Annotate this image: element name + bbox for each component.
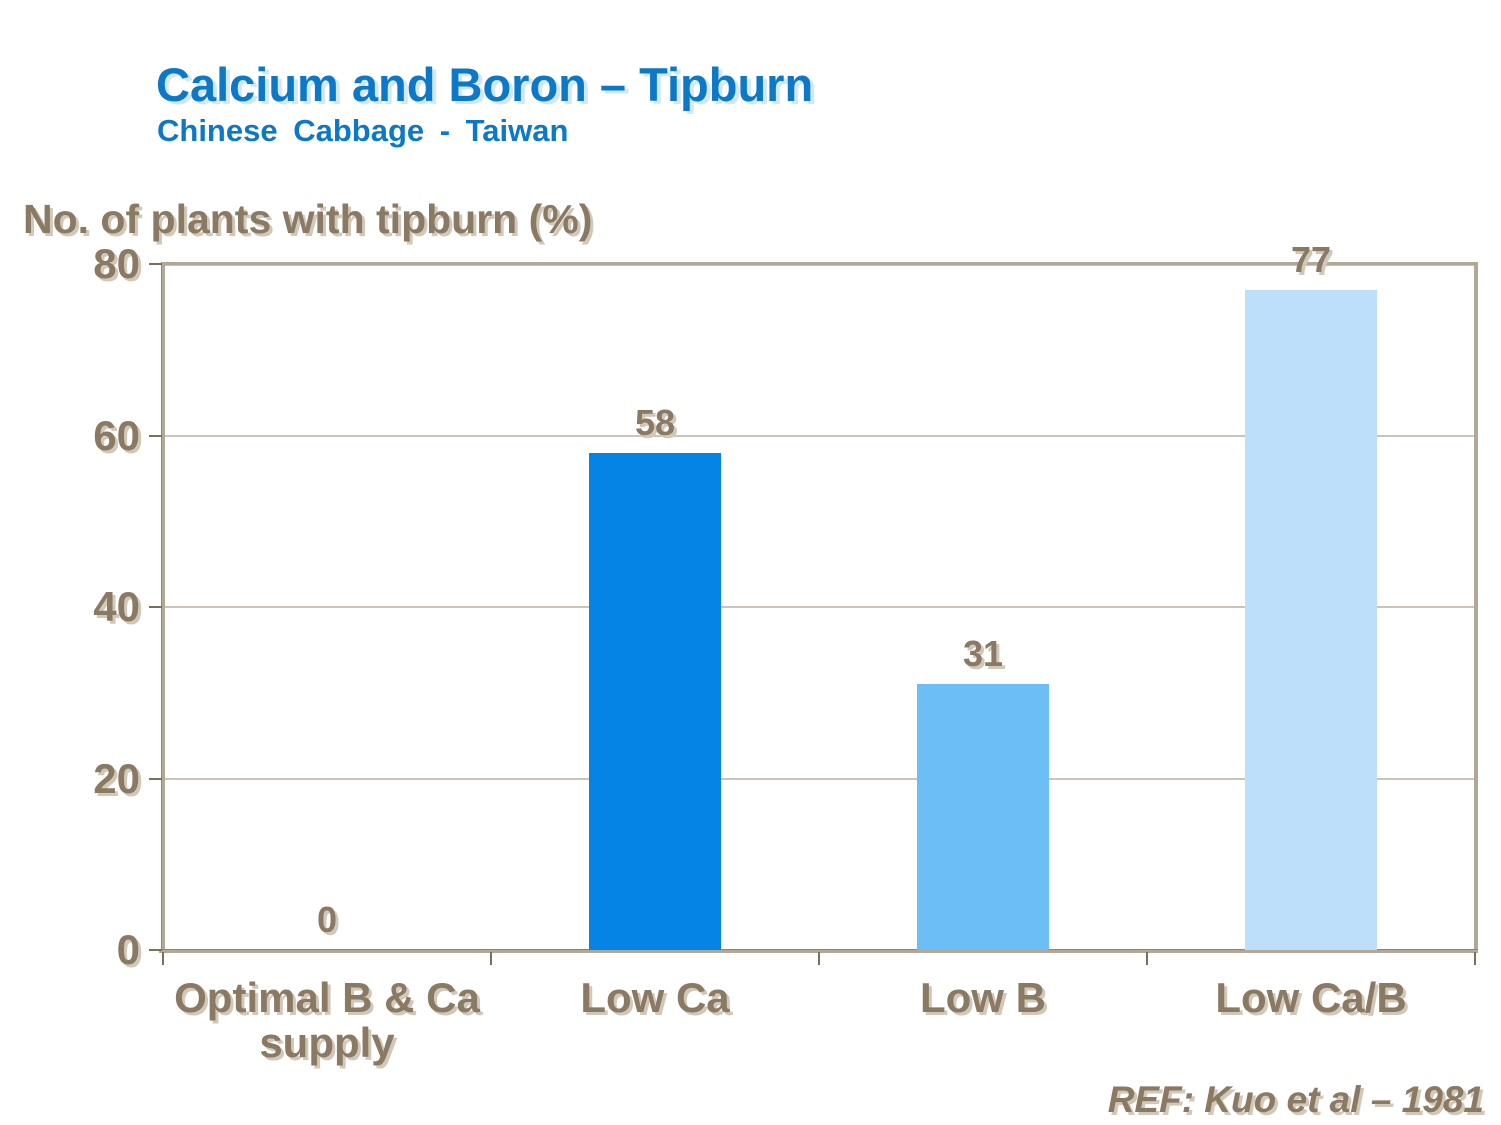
gridline-40 bbox=[163, 606, 1475, 608]
y-tick-mark-60 bbox=[149, 434, 162, 437]
category-label-3: Low B bbox=[920, 974, 1046, 1021]
slide-title: Calcium and Boron – Tipburn bbox=[156, 58, 814, 111]
bar-2 bbox=[589, 452, 721, 950]
category-label-1: Optimal B & Ca supply bbox=[174, 974, 480, 1066]
bar-value-label-3: 31 bbox=[962, 633, 1004, 675]
x-axis-line bbox=[159, 949, 1478, 953]
plot-frame-top bbox=[161, 262, 1478, 265]
y-tick-mark-0 bbox=[149, 949, 162, 951]
y-axis-title: No. of plants with tipburn (%) bbox=[23, 196, 593, 242]
x-tick-mark-2 bbox=[818, 952, 820, 965]
category-label-2: Low Ca bbox=[580, 974, 730, 1021]
gridline-20 bbox=[163, 777, 1475, 780]
x-tick-mark-0 bbox=[162, 952, 164, 965]
bar-value-label-2: 58 bbox=[634, 401, 676, 443]
y-tick-label-80: 80 bbox=[93, 240, 140, 287]
y-tick-mark-40 bbox=[149, 606, 162, 608]
y-tick-mark-80 bbox=[149, 263, 162, 265]
y-tick-label-40: 40 bbox=[93, 583, 140, 630]
slide-subtitle: Chinese Cabbage - Taiwan bbox=[157, 113, 569, 148]
reference-note: REF: Kuo et al – 1981 bbox=[1107, 1079, 1484, 1120]
bar-value-label-4: 77 bbox=[1290, 238, 1332, 280]
y-tick-label-20: 20 bbox=[93, 754, 140, 802]
bar-3 bbox=[917, 684, 1049, 950]
x-tick-mark-3 bbox=[1146, 952, 1148, 965]
y-tick-label-60: 60 bbox=[93, 411, 140, 459]
bar-value-label-1: 0 bbox=[316, 899, 338, 940]
y-tick-mark-20 bbox=[149, 777, 162, 780]
bar-4 bbox=[1245, 289, 1377, 950]
plot-frame-right bbox=[1474, 262, 1478, 953]
gridline-60 bbox=[163, 434, 1475, 437]
x-tick-mark-4 bbox=[1474, 952, 1476, 965]
category-label-4: Low Ca/B bbox=[1215, 974, 1407, 1021]
x-tick-mark-1 bbox=[490, 952, 492, 965]
y-tick-label-0: 0 bbox=[116, 926, 140, 973]
